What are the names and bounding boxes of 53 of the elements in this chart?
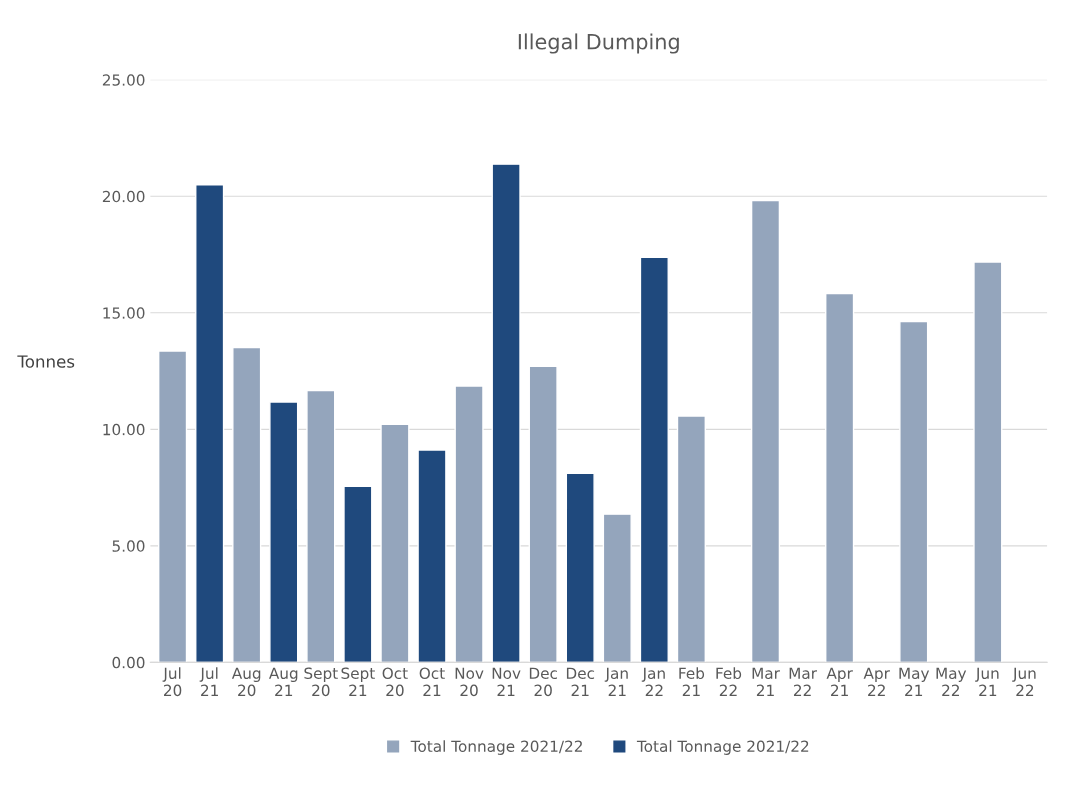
x-tick-label: Jul 20 <box>162 667 182 697</box>
bar <box>269 401 299 663</box>
bar <box>306 389 336 663</box>
x-tick-label: Mar 21 <box>752 667 780 696</box>
x-tick-label: Aug 20 <box>231 667 261 697</box>
y-axis-title: Tonnes <box>17 355 75 368</box>
bar <box>417 449 447 663</box>
y-tick-label: 20.00 <box>102 190 145 203</box>
x-tick-label: Jan 22 <box>641 667 665 696</box>
x-tick-label: Dec 20 <box>529 667 557 697</box>
legend-label: Total Tonnage 2021/22 <box>410 740 582 755</box>
bar <box>750 199 781 663</box>
bar <box>973 261 1003 663</box>
chart-title: Illegal Dumping <box>518 33 679 54</box>
x-tick-label: Sept 21 <box>341 667 375 696</box>
bar <box>676 415 706 663</box>
x-tick-label: Oct 20 <box>382 667 408 697</box>
bar <box>491 163 521 663</box>
bar <box>158 350 188 663</box>
x-tick-label: Nov 21 <box>492 667 521 696</box>
bar <box>565 472 595 663</box>
x-tick-label: Feb 21 <box>679 667 705 696</box>
y-tick-label: 0.00 <box>112 656 145 669</box>
y-tick-label: 5.00 <box>112 540 145 552</box>
bar <box>528 365 558 663</box>
bar <box>195 184 225 663</box>
x-tick-label: Dec 21 <box>566 667 595 696</box>
x-tick-label: Sept 20 <box>304 667 338 697</box>
x-tick-label: May 21 <box>899 667 930 696</box>
bar <box>899 320 929 663</box>
bar <box>380 423 410 663</box>
bar <box>343 485 373 663</box>
x-tick-label: May 22 <box>936 667 967 696</box>
y-tick-label: 10.00 <box>103 423 145 436</box>
x-tick-label: Aug 21 <box>268 667 298 696</box>
legend-label: Total Tonnage 2021/22 <box>636 740 809 755</box>
x-tick-label: Jan 21 <box>604 667 628 696</box>
bar <box>454 385 484 663</box>
x-tick-label: Apr 22 <box>863 667 890 696</box>
x-tick-label: Mar 22 <box>789 667 817 696</box>
bar <box>639 256 669 663</box>
x-tick-label: Jul 21 <box>199 667 218 696</box>
x-tick-label: Feb 22 <box>716 667 742 696</box>
y-tick-label: 25.00 <box>102 74 145 86</box>
x-tick-label: Jun 22 <box>1012 667 1036 696</box>
x-tick-label: Oct 21 <box>419 667 445 696</box>
bar <box>825 292 855 663</box>
x-tick-label: Apr 21 <box>826 667 853 696</box>
x-tick-label: Nov 20 <box>455 667 484 697</box>
x-tick-label: Jun 21 <box>975 667 999 696</box>
bar <box>602 513 632 663</box>
bar <box>232 346 262 663</box>
y-tick-label: 15.00 <box>103 307 145 319</box>
